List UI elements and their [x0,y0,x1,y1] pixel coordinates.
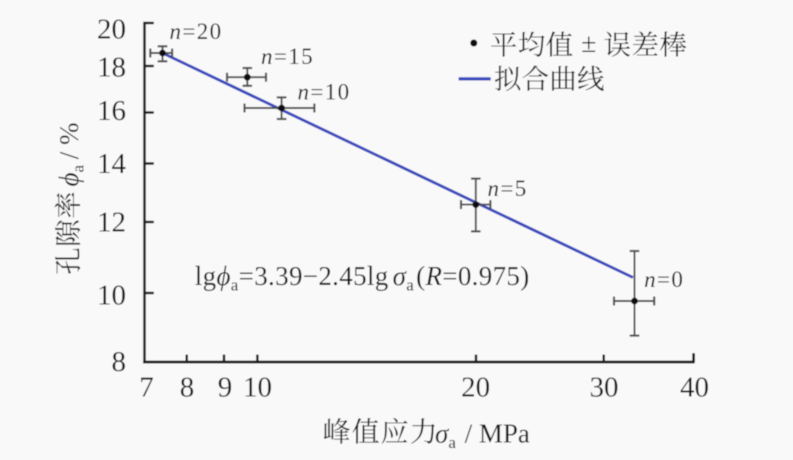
svg-text:20: 20 [461,372,490,404]
svg-text:20: 20 [97,14,126,46]
svg-text:n=5: n=5 [488,176,528,201]
svg-text:16: 16 [97,95,126,127]
svg-text:8: 8 [112,346,127,378]
svg-text:10: 10 [97,280,126,312]
svg-text:n=15: n=15 [261,44,314,69]
svg-text:σa / MPa: σa / MPa [435,419,530,453]
svg-text:18: 18 [97,52,126,84]
svg-text:7: 7 [139,372,154,404]
svg-text:30: 30 [590,372,619,404]
svg-text:9: 9 [218,372,233,404]
svg-text:14: 14 [97,148,127,180]
svg-text:12: 12 [97,207,126,239]
svg-text:n=10: n=10 [298,80,351,105]
svg-text:n=20: n=20 [170,19,223,44]
svg-text:n=0: n=0 [644,267,684,292]
svg-text:ϕa / %: ϕa / % [54,122,88,186]
svg-text:8: 8 [180,372,195,404]
svg-text:40: 40 [680,372,709,404]
svg-text:±: ± [581,27,596,58]
svg-text:10: 10 [243,372,272,404]
